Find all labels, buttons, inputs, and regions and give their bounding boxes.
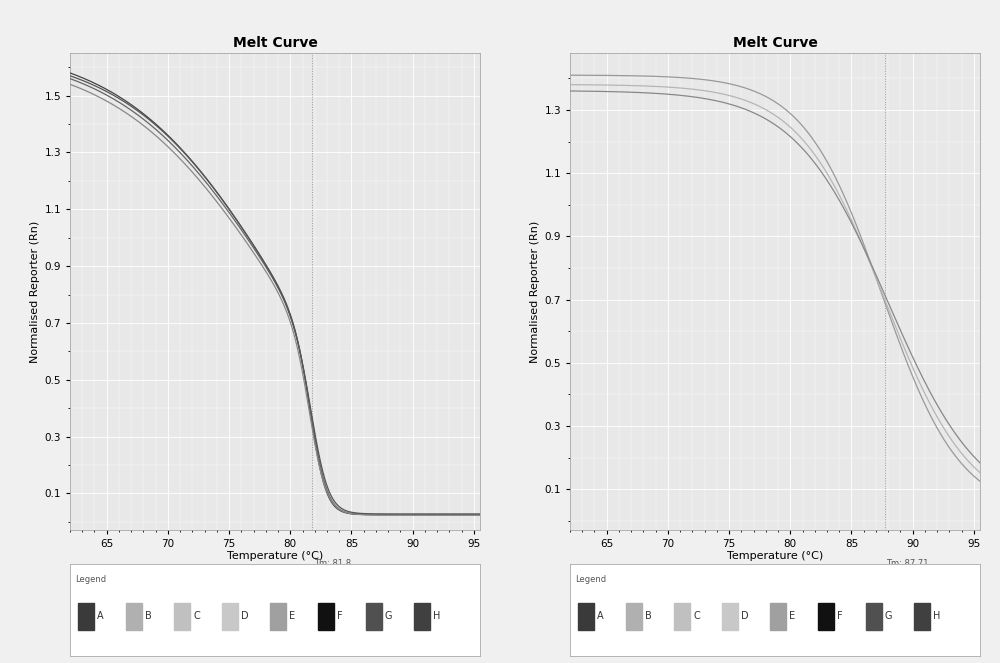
Text: F: F: [337, 611, 343, 621]
Bar: [270, 603, 286, 631]
Bar: [414, 603, 430, 631]
Bar: [866, 603, 882, 631]
Text: D: D: [241, 611, 249, 621]
Bar: [366, 603, 382, 631]
Text: H: H: [433, 611, 440, 621]
Bar: [818, 603, 834, 631]
Text: B: B: [145, 611, 152, 621]
Text: Tm: 87.71: Tm: 87.71: [886, 559, 929, 568]
Text: Legend: Legend: [575, 575, 606, 583]
Title: Melt Curve: Melt Curve: [233, 36, 317, 50]
Text: D: D: [741, 611, 749, 621]
Bar: [222, 603, 238, 631]
Text: B: B: [645, 611, 652, 621]
Bar: [318, 603, 334, 631]
Bar: [722, 603, 738, 631]
Text: A: A: [97, 611, 104, 621]
X-axis label: Temperature (°C): Temperature (°C): [727, 551, 823, 561]
Text: G: G: [885, 611, 892, 621]
Text: Tm: 81.8: Tm: 81.8: [314, 559, 351, 568]
Text: F: F: [837, 611, 843, 621]
Bar: [126, 603, 142, 631]
Text: G: G: [385, 611, 392, 621]
Text: E: E: [289, 611, 295, 621]
Bar: [626, 603, 642, 631]
X-axis label: Temperature (°C): Temperature (°C): [227, 551, 323, 561]
Y-axis label: Normalised Reporter (Rn): Normalised Reporter (Rn): [30, 221, 40, 363]
Text: H: H: [933, 611, 940, 621]
Text: C: C: [193, 611, 200, 621]
Bar: [78, 603, 94, 631]
Title: Melt Curve: Melt Curve: [733, 36, 817, 50]
Text: E: E: [789, 611, 795, 621]
Text: C: C: [693, 611, 700, 621]
Bar: [674, 603, 690, 631]
Text: A: A: [597, 611, 604, 621]
Bar: [578, 603, 594, 631]
Bar: [174, 603, 190, 631]
Y-axis label: Normalised Reporter (Rn): Normalised Reporter (Rn): [530, 221, 540, 363]
Bar: [914, 603, 930, 631]
Text: Legend: Legend: [75, 575, 106, 583]
Bar: [770, 603, 786, 631]
